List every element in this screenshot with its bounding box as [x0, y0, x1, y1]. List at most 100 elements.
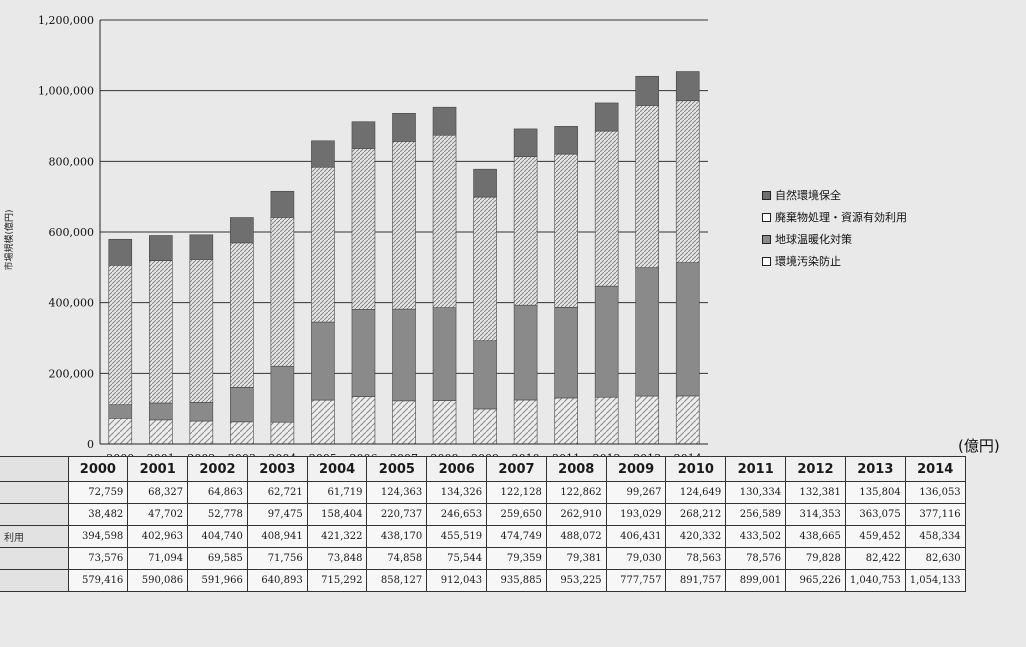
table-cell: 433,502	[725, 525, 787, 548]
table-row-label	[0, 569, 69, 592]
table-cell: 912,043	[426, 569, 488, 592]
legend-label: 地球温暖化対策	[775, 233, 852, 246]
bar-segment	[149, 235, 173, 261]
table-row: 72,759 68,327 64,863 62,721 61,719 124,363 134…	[0, 481, 966, 504]
bar-segment	[311, 321, 335, 401]
table-cell: 715,292	[306, 569, 368, 592]
bar-segment	[635, 75, 660, 106]
table-year-header: 2008	[545, 456, 607, 482]
table-cell: 363,075	[844, 503, 906, 526]
bar-segment	[189, 402, 214, 422]
bar-segment	[432, 134, 457, 308]
table-cell: 78,563	[665, 547, 727, 570]
bar-segment	[554, 397, 578, 445]
bar-segment	[189, 234, 214, 260]
x-tick-label: 2014	[674, 452, 702, 456]
bar-segment	[230, 387, 254, 423]
table-cell: 38,482	[67, 503, 129, 526]
table-cell: 79,030	[605, 547, 667, 570]
table-cell: 64,863	[187, 481, 248, 504]
legend-item: 環境汚染防止	[762, 250, 907, 272]
table-cell: 134,326	[426, 481, 488, 504]
legend-swatch	[762, 256, 771, 266]
bar-segment	[351, 309, 376, 397]
table-cell: 1,054,133	[904, 569, 966, 592]
table-cell: 858,127	[366, 569, 428, 592]
table-cell: 965,226	[785, 569, 846, 592]
table-cell: 314,353	[785, 503, 846, 526]
bar-segment	[594, 396, 619, 445]
bar-segment	[473, 408, 497, 445]
table-cell: 404,740	[187, 525, 248, 548]
bar-segment	[189, 420, 214, 445]
bar-segment	[351, 396, 376, 445]
bar-segment	[432, 106, 457, 136]
table-cell: 124,649	[665, 481, 727, 504]
bar-segment	[432, 400, 457, 445]
x-tick-label: 2011	[552, 452, 580, 456]
table-year-header: 2007	[486, 456, 547, 482]
x-tick-label: 2003	[228, 452, 256, 456]
table-cell: 193,029	[605, 503, 667, 526]
table-cell: 75,544	[426, 547, 488, 570]
bars	[108, 71, 700, 445]
table-year-header: 2000	[67, 456, 129, 482]
bar-segment	[635, 105, 660, 269]
bar-segment	[270, 421, 295, 445]
bar-segment	[635, 267, 660, 397]
table-cell: 256,589	[725, 503, 787, 526]
y-axis-label: 市場規模(億円)	[3, 209, 15, 270]
table-year-header: 2003	[246, 456, 308, 482]
axes: 0 200,000 400,000 600,000 800,000 1,000,000 1,…	[38, 14, 708, 456]
table-cell: 268,212	[665, 503, 727, 526]
bar-segment	[675, 262, 700, 397]
table-cell: 591,966	[187, 569, 248, 592]
x-tick-label: 2010	[512, 452, 540, 456]
table-cell: 488,072	[545, 525, 607, 548]
table-row: 73,576 71,094 69,585 71,756 73,848 74,858 75,5…	[0, 547, 966, 570]
bar-segment	[108, 238, 133, 266]
table-cell: 899,001	[725, 569, 787, 592]
table-cell: 262,910	[545, 503, 607, 526]
bar-segment	[594, 130, 619, 287]
bar-segment	[392, 308, 416, 402]
bar-segment	[675, 100, 700, 263]
table-cell: 953,225	[545, 569, 607, 592]
table-year-header: 2012	[785, 456, 846, 482]
table-year-header: 2001	[127, 456, 189, 482]
table-row: 利用 394,598 402,963 404,740 408,941 421,322 438…	[0, 525, 966, 548]
x-tick-label: 2008	[431, 452, 459, 456]
bar-segment	[149, 260, 173, 404]
table-cell: 68,327	[127, 481, 189, 504]
legend: 自然環境保全 廃棄物処理・資源有効利用 地球温暖化対策 環境汚染防止	[762, 184, 907, 272]
bar-segment	[513, 156, 538, 306]
y-tick-label: 600,000	[49, 226, 95, 239]
table-year-header: 2009	[605, 456, 667, 482]
bar-segment	[554, 306, 578, 399]
table-row-label: 利用	[0, 525, 69, 548]
bar-segment	[392, 141, 416, 310]
table-cell: 459,452	[844, 525, 906, 548]
table-cell: 246,653	[426, 503, 488, 526]
bar-segment	[392, 113, 416, 142]
table-cell: 438,170	[366, 525, 428, 548]
x-tick-label: 2002	[187, 452, 215, 456]
table-cell: 47,702	[127, 503, 189, 526]
table-cell: 99,267	[605, 481, 667, 504]
table-cell: 82,422	[844, 547, 906, 570]
table-row: 579,416 590,086 591,966 640,893 715,292 858,1…	[0, 569, 966, 592]
table-cell: 73,576	[67, 547, 129, 570]
legend-swatch	[762, 190, 771, 200]
bar-segment	[270, 365, 295, 423]
data-table: 2000 2001 2002 2003 2004 2005 2006 2007 2008 2009…	[0, 456, 966, 592]
table-year-header: 2011	[725, 456, 787, 482]
bar-segment	[351, 148, 376, 310]
table-year-header: 2004	[306, 456, 368, 482]
bar-segment	[513, 128, 538, 157]
table-cell: 71,756	[246, 547, 308, 570]
table-row-label	[0, 503, 69, 526]
legend-label: 廃棄物処理・資源有効利用	[775, 211, 907, 224]
table-cell: 79,359	[486, 547, 547, 570]
bar-segment	[675, 71, 700, 102]
x-tick-label: 2013	[633, 452, 661, 456]
